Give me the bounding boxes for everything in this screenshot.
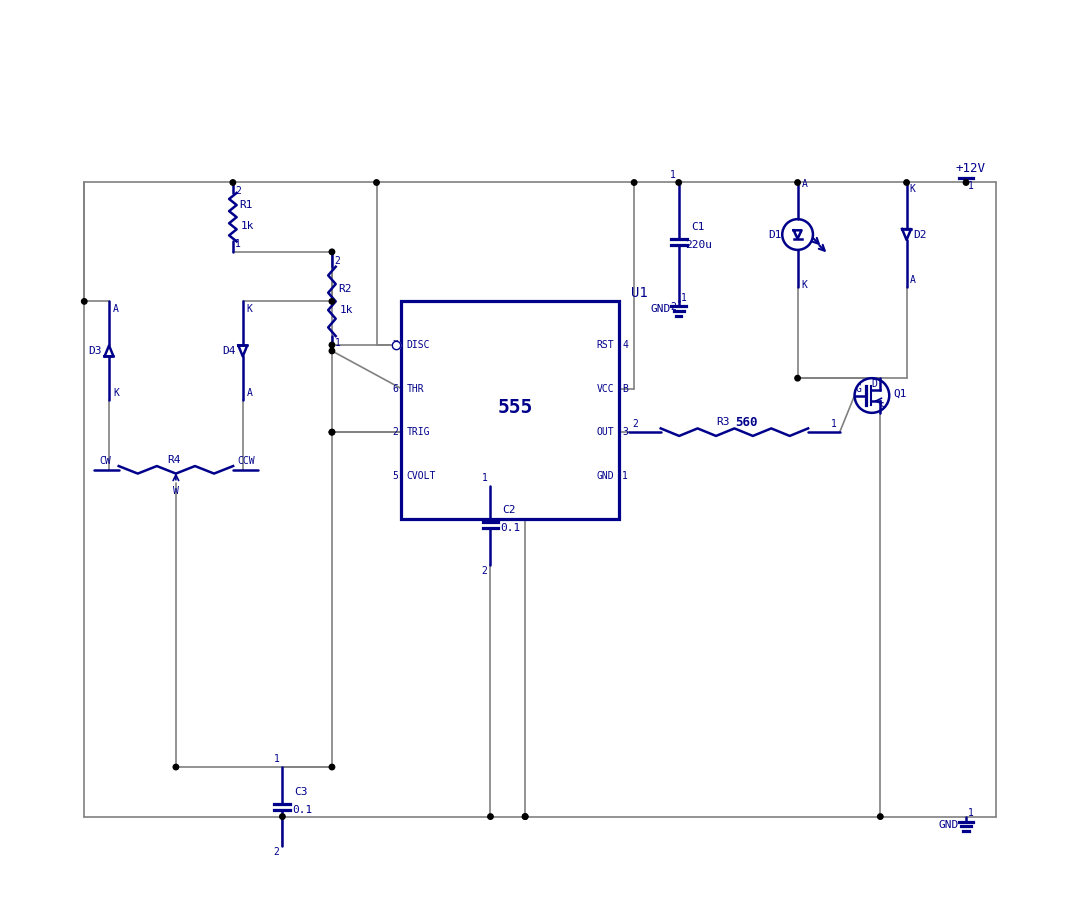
Text: 1: 1 — [680, 292, 687, 303]
Text: R2: R2 — [338, 284, 352, 294]
Text: R4: R4 — [167, 454, 180, 465]
Text: 1: 1 — [831, 419, 837, 429]
Text: 7: 7 — [392, 340, 399, 350]
Text: 560: 560 — [735, 416, 757, 428]
Text: CCW: CCW — [237, 456, 255, 466]
FancyBboxPatch shape — [402, 302, 619, 519]
Text: K: K — [909, 184, 916, 194]
Text: 0.1: 0.1 — [292, 805, 312, 814]
Text: GND: GND — [939, 820, 958, 830]
Text: K: K — [113, 389, 119, 399]
Text: 1: 1 — [968, 808, 974, 818]
Circle shape — [230, 180, 235, 185]
Circle shape — [878, 814, 883, 819]
Text: A: A — [113, 304, 119, 314]
Text: 1k: 1k — [340, 305, 353, 315]
Text: D3: D3 — [89, 346, 102, 356]
Text: 1: 1 — [622, 471, 629, 481]
Circle shape — [963, 180, 969, 185]
Text: DISC: DISC — [406, 340, 430, 350]
Text: A: A — [801, 179, 808, 190]
Circle shape — [488, 814, 494, 819]
Text: OUT: OUT — [596, 428, 615, 437]
Text: 1: 1 — [273, 754, 280, 764]
Text: CVOLT: CVOLT — [406, 471, 435, 481]
Circle shape — [329, 429, 335, 435]
Text: C1: C1 — [691, 222, 704, 232]
Text: CW: CW — [99, 456, 111, 466]
Text: 220u: 220u — [685, 240, 712, 250]
Text: B: B — [622, 383, 629, 393]
Circle shape — [329, 342, 335, 347]
Text: K: K — [246, 304, 253, 314]
Text: THR: THR — [406, 383, 423, 393]
Text: 555: 555 — [498, 398, 532, 417]
Circle shape — [280, 814, 285, 819]
Text: 2: 2 — [632, 419, 638, 429]
Circle shape — [329, 429, 335, 435]
Text: Q1: Q1 — [893, 389, 907, 399]
Circle shape — [632, 180, 637, 185]
Circle shape — [676, 180, 681, 185]
Circle shape — [523, 814, 528, 819]
Circle shape — [329, 764, 335, 770]
Text: 0.1: 0.1 — [500, 523, 521, 534]
Text: D1: D1 — [768, 230, 782, 239]
Text: 1: 1 — [335, 338, 340, 348]
Text: 2: 2 — [392, 428, 399, 437]
Text: 3: 3 — [622, 428, 629, 437]
Text: W: W — [173, 486, 179, 496]
Text: D: D — [870, 379, 877, 389]
Text: 4: 4 — [622, 340, 629, 350]
Text: C2: C2 — [502, 506, 516, 516]
Text: GND: GND — [596, 471, 615, 481]
Circle shape — [374, 180, 379, 185]
Text: 2: 2 — [670, 302, 676, 312]
Text: R1: R1 — [239, 201, 253, 211]
Text: D4: D4 — [222, 346, 235, 356]
Text: 1: 1 — [670, 169, 676, 179]
Text: 1: 1 — [482, 472, 487, 482]
Circle shape — [795, 180, 800, 185]
Text: 1k: 1k — [241, 221, 255, 231]
Circle shape — [795, 375, 800, 381]
Text: G: G — [855, 384, 861, 394]
Circle shape — [81, 299, 87, 304]
Text: GND: GND — [651, 304, 671, 314]
Circle shape — [329, 348, 335, 354]
Text: RST: RST — [596, 340, 615, 350]
Text: 1: 1 — [968, 182, 974, 192]
Text: VCC: VCC — [596, 383, 615, 393]
Circle shape — [904, 180, 909, 185]
Circle shape — [173, 764, 178, 770]
Text: C3: C3 — [295, 787, 308, 796]
Text: 1: 1 — [235, 238, 241, 249]
Text: U1: U1 — [631, 286, 647, 301]
Text: A: A — [909, 274, 916, 284]
Text: 2: 2 — [273, 847, 280, 858]
Text: A: A — [246, 389, 253, 399]
Text: 2: 2 — [335, 256, 340, 266]
Circle shape — [329, 299, 335, 304]
Text: R3: R3 — [716, 418, 729, 428]
Text: 5: 5 — [392, 471, 399, 481]
Text: K: K — [801, 280, 808, 290]
Text: S: S — [879, 402, 885, 412]
Text: 2: 2 — [482, 566, 487, 576]
Text: 2: 2 — [235, 186, 241, 196]
Text: 6: 6 — [392, 383, 399, 393]
Circle shape — [523, 814, 528, 819]
Text: D2: D2 — [914, 230, 928, 239]
Text: TRIG: TRIG — [406, 428, 430, 437]
Text: +12V: +12V — [956, 162, 986, 176]
Circle shape — [329, 249, 335, 255]
